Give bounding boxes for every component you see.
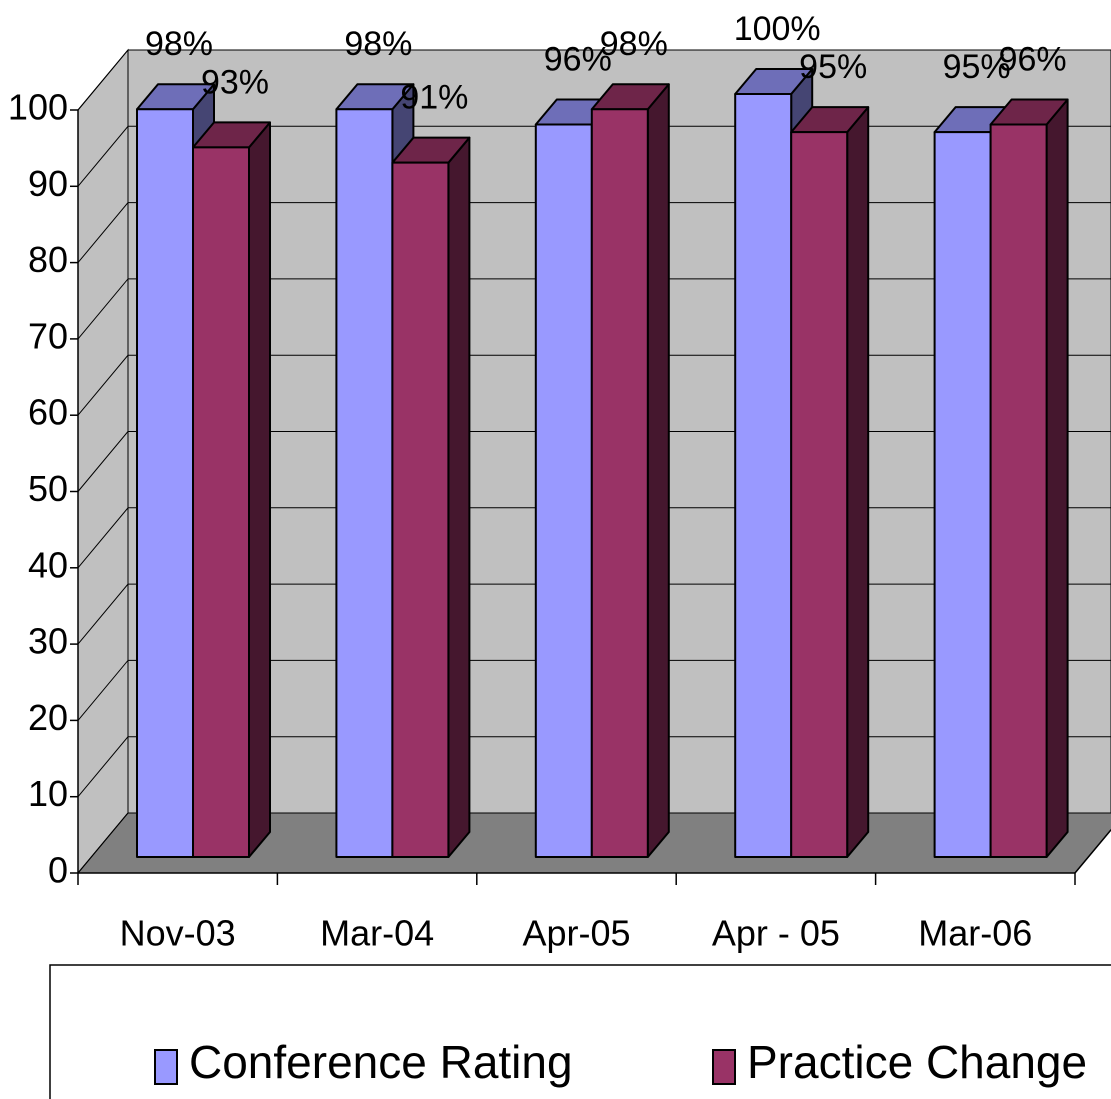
y-tick-label: 80 [28, 239, 68, 280]
bar [933, 131, 992, 858]
bar [989, 123, 1048, 858]
y-tick-label: 100 [8, 87, 68, 128]
floor-edge [1074, 829, 1111, 874]
y-tick-label: 70 [28, 315, 68, 356]
bar [534, 123, 593, 858]
grid-line [77, 125, 129, 187]
bar [590, 108, 649, 858]
y-tick-label: 0 [48, 850, 68, 891]
bar-side [248, 121, 271, 858]
data-label: 96% [544, 41, 612, 79]
bar [192, 146, 250, 859]
legend-label: Conference Rating [189, 1036, 573, 1088]
data-label: 98% [600, 25, 668, 63]
x-tick-label: Mar-06 [918, 913, 1032, 954]
bar-side [846, 106, 870, 858]
data-label: 95% [943, 48, 1011, 86]
x-tick-label: Mar-04 [320, 913, 434, 954]
y-tick-label: 40 [28, 544, 68, 585]
data-label: 91% [400, 79, 468, 117]
grid-line [77, 431, 129, 492]
bar [734, 93, 793, 858]
bar-side [447, 136, 471, 858]
legend-swatch [154, 1049, 178, 1085]
grid-line [77, 507, 129, 569]
grid-line [77, 583, 129, 645]
y-tick-label: 50 [28, 468, 68, 509]
data-label: 93% [201, 63, 269, 101]
data-label: 95% [799, 48, 867, 86]
legend-box [49, 964, 1111, 1099]
bar [335, 108, 394, 858]
legend-swatch [712, 1049, 736, 1085]
data-label: 98% [145, 25, 213, 63]
y-tick-label: 60 [28, 392, 68, 433]
y-tick-label: 90 [28, 163, 68, 204]
bar [790, 131, 849, 858]
data-label: 96% [999, 41, 1067, 79]
grid-line [77, 202, 129, 263]
bar-side [646, 83, 670, 858]
x-tick-label: Apr - 05 [712, 913, 840, 954]
y-tick-label: 20 [28, 697, 68, 738]
x-tick-label: Nov-03 [120, 913, 236, 954]
y-tick-label: 10 [28, 773, 68, 814]
grid-line [77, 812, 129, 874]
bar [391, 161, 450, 859]
grid-line [77, 354, 129, 416]
x-tick-label: Apr-05 [522, 913, 630, 954]
bar-side [1045, 98, 1069, 858]
y-tick-label: 30 [28, 621, 68, 662]
data-label: 98% [344, 25, 412, 63]
grid-line [77, 736, 129, 798]
grid-line [77, 49, 129, 111]
bar [136, 108, 194, 858]
grid-line [77, 660, 129, 721]
legend-label: Practice Change [747, 1036, 1087, 1088]
data-label: 100% [734, 10, 821, 48]
grid-line [77, 278, 129, 340]
